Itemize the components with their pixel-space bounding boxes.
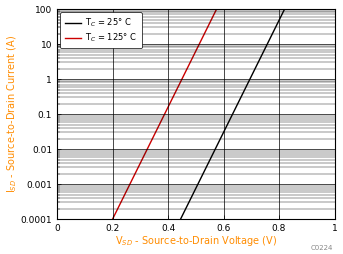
T$_{C}$ = 125° C — [198, 41, 202, 44]
T$_{C}$ = 25° C — [266, 41, 270, 44]
X-axis label: V$_{SD}$ - Source-to-Drain Voltage (V): V$_{SD}$ - Source-to-Drain Voltage (V) — [115, 234, 277, 248]
Line: T$_{C}$ = 125° C: T$_{C}$ = 125° C — [113, 9, 217, 219]
Text: C0224: C0224 — [310, 245, 333, 251]
T$_{C}$ = 125° C — [205, 27, 209, 30]
T$_{C}$ = 125° C — [215, 8, 219, 11]
T$_{C}$ = 25° C — [242, 89, 246, 92]
T$_{C}$ = 25° C — [179, 217, 183, 220]
Legend: T$_{C}$ = 25° C, T$_{C}$ = 125° C: T$_{C}$ = 25° C, T$_{C}$ = 125° C — [60, 12, 142, 48]
Y-axis label: I$_{SD}$ - Source-to-Drain Current (A): I$_{SD}$ - Source-to-Drain Current (A) — [5, 35, 19, 193]
T$_{C}$ = 25° C — [273, 27, 277, 30]
T$_{C}$ = 25° C — [283, 8, 287, 11]
T$_{C}$ = 125° C — [174, 89, 178, 92]
T$_{C}$ = 125° C — [172, 93, 176, 96]
T$_{C}$ = 25° C — [240, 92, 245, 96]
T$_{C}$ = 125° C — [173, 92, 177, 96]
Line: T$_{C}$ = 25° C: T$_{C}$ = 25° C — [180, 9, 285, 219]
T$_{C}$ = 25° C — [178, 218, 182, 221]
T$_{C}$ = 125° C — [110, 218, 115, 221]
T$_{C}$ = 25° C — [240, 93, 244, 96]
T$_{C}$ = 125° C — [111, 217, 115, 220]
